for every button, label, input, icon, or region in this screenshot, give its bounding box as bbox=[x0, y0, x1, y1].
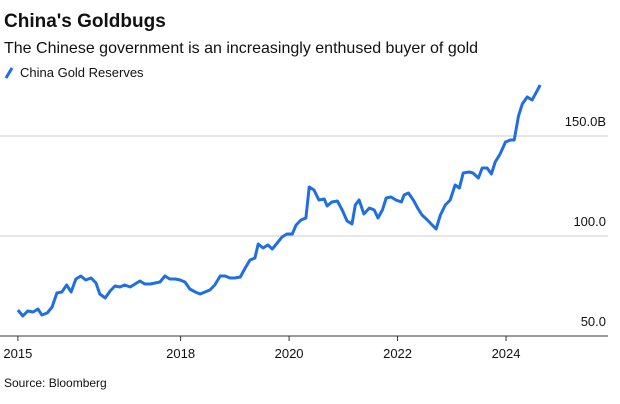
legend: China Gold Reserves bbox=[4, 65, 144, 80]
source: Source: Bloomberg bbox=[4, 376, 107, 390]
y-tick-label: 50.0 bbox=[581, 314, 606, 329]
x-tick-label: 2018 bbox=[166, 346, 195, 361]
legend-label: China Gold Reserves bbox=[20, 65, 144, 80]
x-tick-label: 2024 bbox=[492, 346, 521, 361]
x-tick-label: 2022 bbox=[383, 346, 412, 361]
x-tick-label: 2020 bbox=[275, 346, 304, 361]
chart-title: China's Goldbugs bbox=[4, 11, 166, 32]
series-line bbox=[16, 84, 542, 318]
x-tick-label: 2015 bbox=[3, 346, 32, 361]
y-tick-label: 100.0 bbox=[573, 214, 606, 229]
legend-icon bbox=[4, 67, 14, 79]
chart-subtitle: The Chinese government is an increasingl… bbox=[4, 40, 478, 57]
y-tick-label: 150.0B bbox=[565, 114, 606, 129]
